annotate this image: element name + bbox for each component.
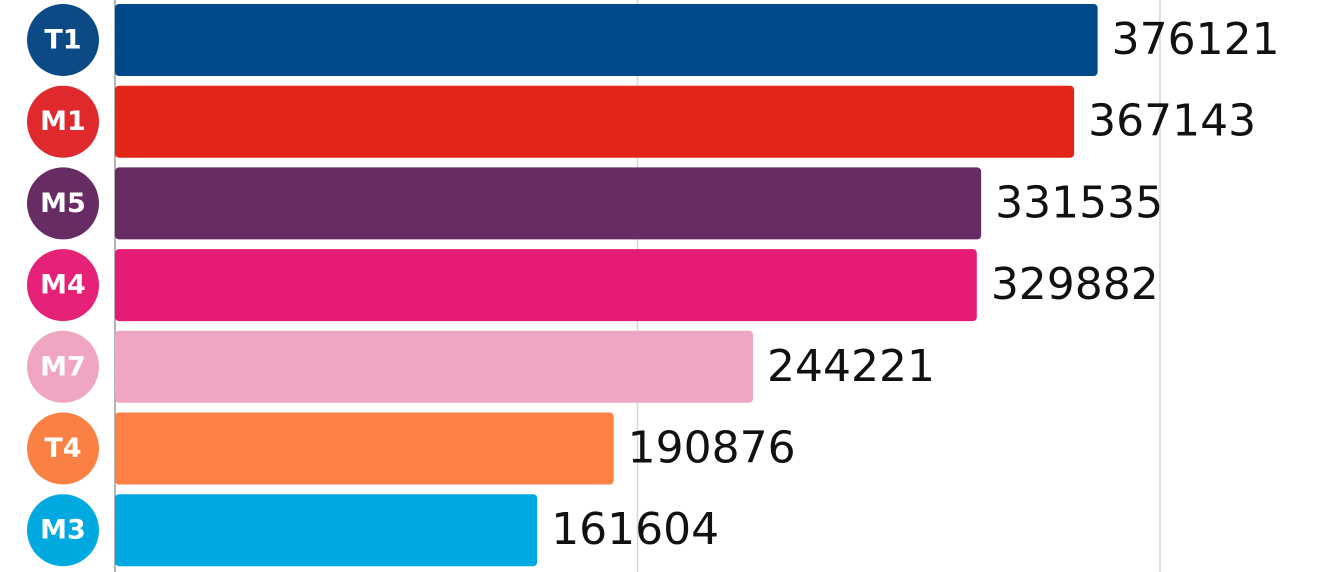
value-label-m1: 367143 bbox=[1088, 96, 1256, 147]
bar-m1 bbox=[115, 85, 1075, 158]
bar-m4 bbox=[115, 249, 977, 322]
bar-t1 bbox=[115, 4, 1098, 76]
value-label-t1: 376121 bbox=[1112, 14, 1280, 65]
badge-label-m4: M4 bbox=[40, 270, 86, 301]
value-label-m7: 244221 bbox=[767, 341, 935, 392]
badge-label-m5: M5 bbox=[40, 188, 86, 219]
bar-t4 bbox=[115, 412, 614, 485]
value-label-m3: 161604 bbox=[551, 504, 719, 555]
badge-m1 bbox=[27, 85, 99, 158]
badge-label-m3: M3 bbox=[40, 515, 86, 546]
badge-label-t4: T4 bbox=[44, 433, 81, 464]
badge-t4 bbox=[27, 412, 99, 485]
value-label-m5: 331535 bbox=[995, 177, 1163, 228]
badge-layer: T1 M1 M5 M4 M7 T4 M3 bbox=[27, 4, 99, 567]
badge-m7 bbox=[27, 330, 99, 403]
value-label-t4: 190876 bbox=[628, 423, 796, 474]
badge-label-m7: M7 bbox=[40, 351, 86, 382]
badge-label-t1: T1 bbox=[44, 25, 81, 56]
bar-m5 bbox=[115, 167, 982, 240]
badge-m5 bbox=[27, 167, 99, 240]
bar-m7 bbox=[115, 330, 754, 403]
value-label-m4: 329882 bbox=[991, 259, 1159, 310]
label-layer: 376121 367143 331535 329882 244221 190876 1616… bbox=[551, 14, 1279, 555]
badge-m3 bbox=[27, 494, 99, 567]
badge-t1 bbox=[27, 4, 99, 76]
bar-layer bbox=[115, 4, 1098, 567]
bar-m3 bbox=[115, 494, 538, 567]
badge-label-m1: M1 bbox=[40, 106, 86, 137]
badge-m4 bbox=[27, 249, 99, 322]
